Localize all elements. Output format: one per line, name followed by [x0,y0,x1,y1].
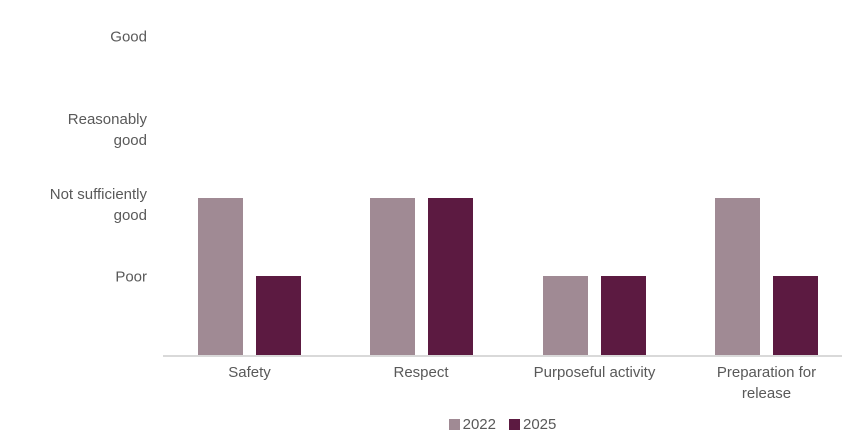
x-tick-label-purposeful-activity: Purposeful activity [533,364,656,381]
bar-group-safety [198,197,301,355]
x-axis-tick-labels: Safety Respect Purposeful activity Preparat… [0,362,847,410]
legend-item-2025: 2025 [509,416,556,433]
y-tick-label-not-sufficiently-good: Not sufficiently good [49,186,147,224]
bar-group-preparation-for-release [715,197,818,355]
bar-2022-respect [369,197,415,355]
bar-2025-purposeful-activity [601,276,646,355]
legend: 2022 2025 [163,416,842,433]
bar-group-purposeful-activity [543,276,646,355]
y-axis-tick-labels: Good Reasonably good Not sufficiently good… [0,0,147,360]
x-tick-label-safety: Safety [228,364,271,381]
y-tick-label-reasonably-good: Reasonably good [67,111,147,149]
bar-2025-respect [427,197,473,355]
legend-label-2025: 2025 [523,416,557,433]
x-axis-line [163,355,842,357]
bar-group-respect [369,197,473,355]
legend-item-2022: 2022 [448,416,496,433]
y-tick-label-good: Good [110,28,147,46]
bar-2025-safety [256,276,301,355]
bar-2025-preparation-for-release [773,276,818,355]
plot-area [163,0,842,357]
legend-label-2022: 2022 [462,416,496,433]
bar-2022-purposeful-activity [543,276,588,355]
x-tick-label-preparation-for-release: Preparation for release [716,364,817,402]
y-tick-label-poor: Poor [115,268,147,286]
bar-2022-safety [198,197,243,355]
legend-swatch-2025 [509,419,520,430]
legend-swatch-2022 [448,419,460,430]
bar-2022-preparation-for-release [715,197,760,355]
x-tick-label-respect: Respect [393,364,449,381]
